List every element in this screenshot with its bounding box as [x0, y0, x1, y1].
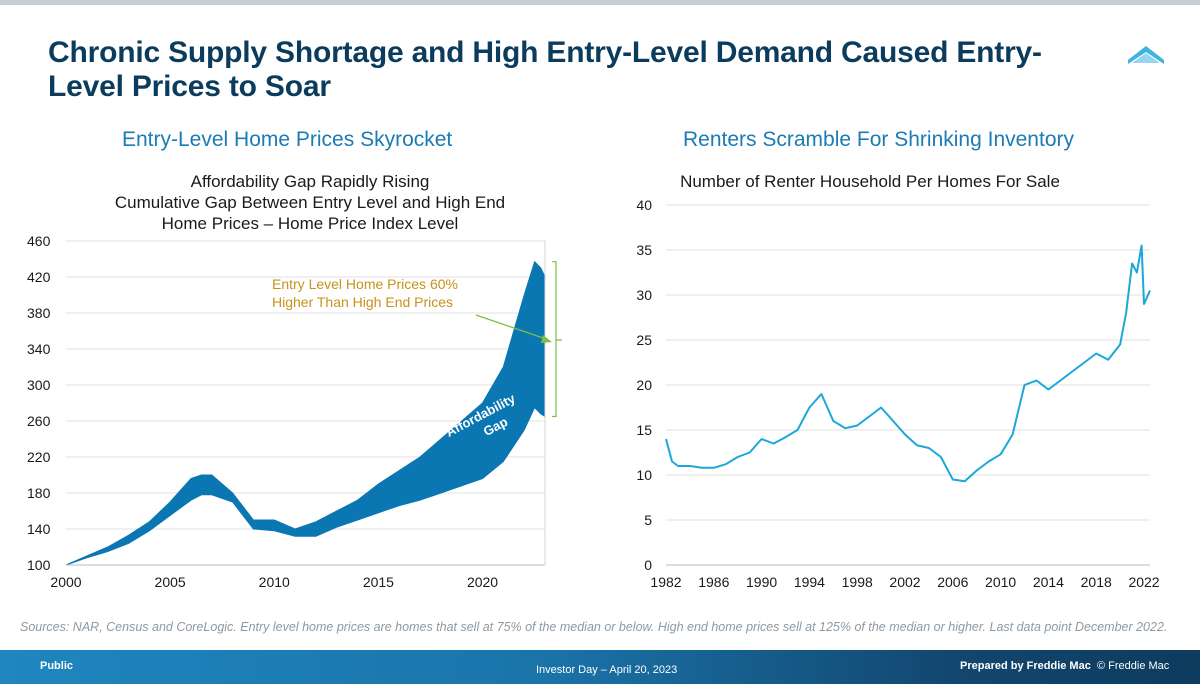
- callout-arrow-line: [475, 314, 547, 340]
- y-tick-label: 20: [636, 377, 652, 393]
- y-tick-label: 35: [636, 242, 652, 258]
- x-tick-label: 2014: [1033, 574, 1064, 590]
- y-tick-label: 40: [636, 197, 652, 213]
- y-tick-label: 0: [644, 557, 652, 573]
- y-tick-label: 220: [27, 449, 51, 465]
- y-tick-label: 340: [27, 341, 51, 357]
- y-tick-label: 380: [27, 305, 51, 321]
- x-tick-label: 2010: [985, 574, 1016, 590]
- x-tick-label: 2010: [259, 574, 290, 590]
- y-tick-label: 180: [27, 485, 51, 501]
- x-tick-label: 1990: [746, 574, 777, 590]
- footer-copyright: © Freddie Mac: [1097, 660, 1170, 672]
- gap-bracket: [552, 261, 562, 418]
- footer-classification: Public: [40, 660, 74, 672]
- page-title: Chronic Supply Shortage and High Entry-L…: [48, 36, 1042, 103]
- footer-prepared-by: Prepared by Freddie Mac: [960, 660, 1091, 672]
- y-tick-label: 10: [636, 467, 652, 483]
- y-tick-label: 260: [27, 413, 51, 429]
- x-tick-label: 2022: [1128, 574, 1159, 590]
- chart-title-line: Home Prices – Home Price Index Level: [161, 214, 459, 233]
- x-tick-label: 1994: [794, 574, 825, 590]
- y-tick-label: 15: [636, 422, 652, 438]
- renter-ratio-line: [665, 244, 1151, 483]
- x-tick-label: 1998: [842, 574, 873, 590]
- x-tick-label: 2018: [1081, 574, 1112, 590]
- y-tick-label: 140: [27, 521, 51, 537]
- renter-chart-title: Number of Renter Household Per Homes For…: [680, 172, 1060, 191]
- x-tick-label: 2020: [467, 574, 498, 590]
- y-tick-label: 30: [636, 287, 652, 303]
- left-chart-heading: Entry-Level Home Prices Skyrocket: [122, 128, 453, 151]
- chart-title-line: Affordability Gap Rapidly Rising: [190, 172, 430, 191]
- x-tick-label: 1982: [650, 574, 681, 590]
- footer-event: Investor Day – April 20, 2023: [536, 664, 678, 676]
- top-rule: [0, 0, 1200, 5]
- x-tick-label: 2005: [155, 574, 186, 590]
- y-tick-label: 25: [636, 332, 652, 348]
- footer-bar: Public Investor Day – April 20, 2023 Pre…: [0, 650, 1200, 684]
- freddie-mac-roof-icon: [1128, 46, 1164, 64]
- callout-line: Entry Level Home Prices 60%: [272, 276, 458, 292]
- callout-line: Higher Than High End Prices: [272, 294, 453, 310]
- y-tick-label: 100: [27, 557, 51, 573]
- affordability-gap-chart: 100 140 180 220 260 300 340 380 420 460 2000 2005 20…: [27, 233, 562, 590]
- y-tick-label: 420: [27, 269, 51, 285]
- callout-arrowhead: [541, 335, 552, 343]
- x-tick-label: 2002: [889, 574, 920, 590]
- affordability-chart-title: Affordability Gap Rapidly Rising Cumulat…: [70, 171, 550, 234]
- x-tick-label: 2000: [50, 574, 81, 590]
- y-tick-label: 5: [644, 512, 652, 528]
- right-chart-heading: Renters Scramble For Shrinking Inventory: [683, 128, 1074, 151]
- y-tick-label: 460: [27, 233, 51, 249]
- chart-title-line: Cumulative Gap Between Entry Level and H…: [114, 193, 506, 212]
- y-tick-label: 300: [27, 377, 51, 393]
- x-tick-label: 2006: [937, 574, 968, 590]
- renter-household-chart: 0 5 10 15 20 25 30 35 40 1982 1986 1990 1994 1998 2002…: [636, 197, 1159, 590]
- x-tick-label: 1986: [698, 574, 729, 590]
- x-tick-label: 2015: [363, 574, 394, 590]
- sources-note: Sources: NAR, Census and CoreLogic. Entr…: [20, 620, 1168, 634]
